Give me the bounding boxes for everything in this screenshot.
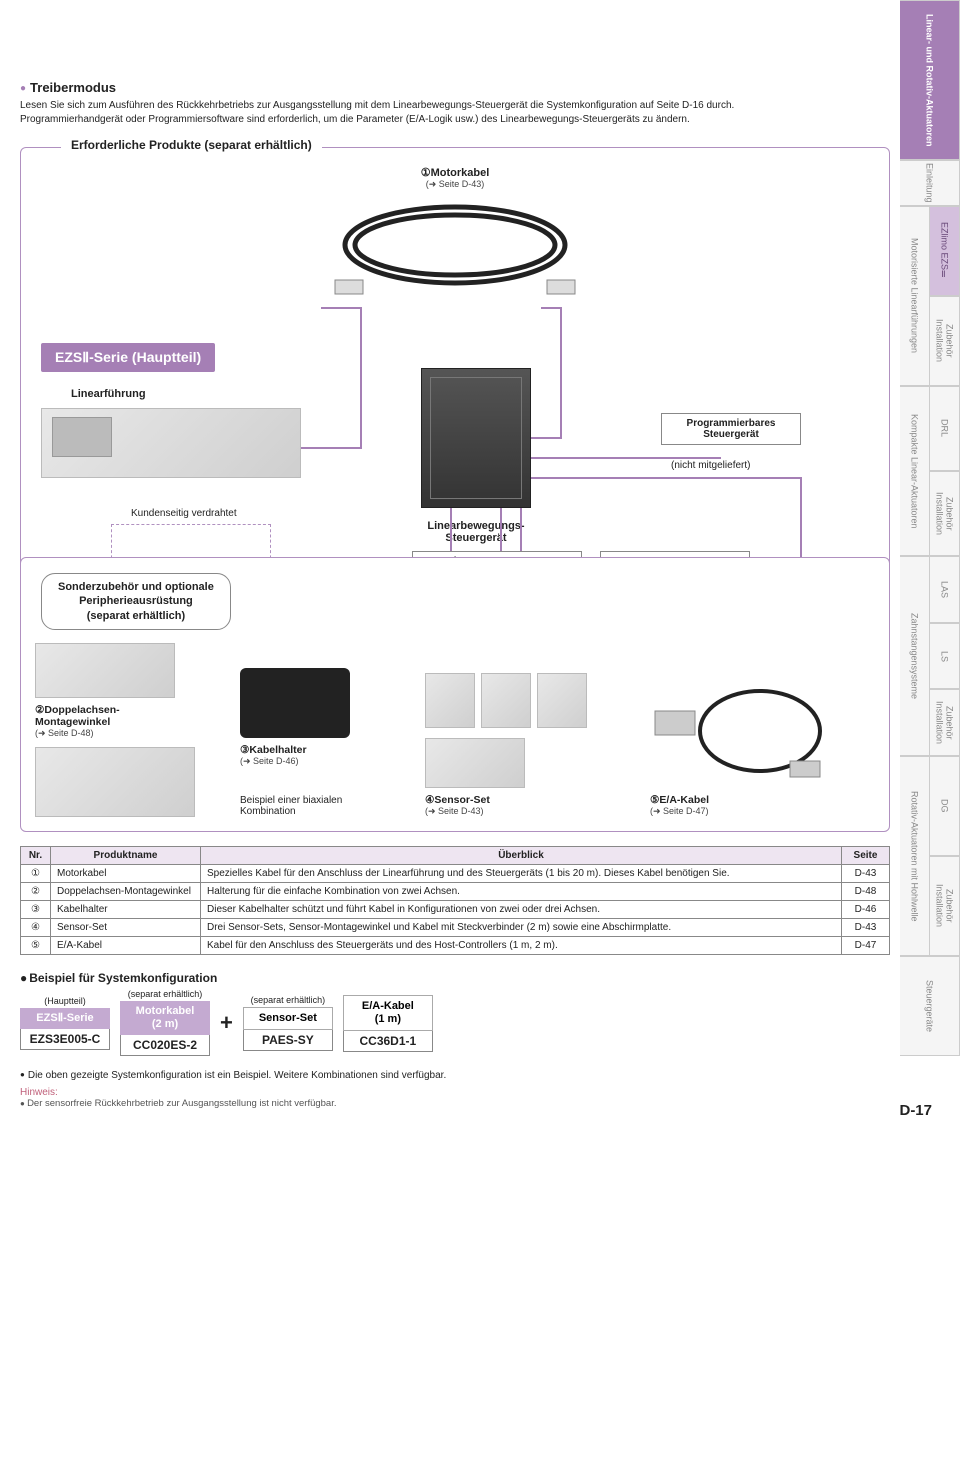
motorkabel-label: ①Motorkabel	[421, 166, 490, 179]
kabelhalter-ref: (➜ Seite D-46)	[240, 756, 400, 767]
series-label: EZSⅡ-Serie (Hauptteil)	[41, 343, 215, 372]
controller-label: Linearbewegungs- Steuergerät	[421, 520, 531, 544]
product-table: Nr. Produktname Überblick Seite ①Motorka…	[20, 846, 890, 955]
config-block: E/A-Kabel (1 m)CC36D1-1	[343, 993, 433, 1052]
tab-zubehor4[interactable]: Zubehör Installation	[930, 856, 960, 956]
accessories-box: Sonderzubehör und optionale Peripherieau…	[20, 557, 890, 832]
kundenseitig-label: Kundenseitig verdrahtet	[131, 508, 237, 519]
section-title-treibermodus: Treibermodus	[20, 80, 890, 95]
tab-ls[interactable]: LS	[930, 623, 960, 690]
biaxial-image	[35, 747, 195, 817]
sensor-image-1	[425, 673, 475, 728]
box1-title: Erforderliche Produkte (separat erhältli…	[61, 138, 322, 152]
ea-kabel-ref: (➜ Seite D-47)	[650, 806, 850, 817]
motorkabel-ref: (➜ Seite D-43)	[421, 179, 490, 190]
col-page: Seite	[842, 847, 890, 865]
prog-note: (nicht mitgeliefert)	[671, 460, 750, 471]
hinweis-label: Hinweis:	[20, 1087, 890, 1098]
col-overview: Überblick	[201, 847, 842, 865]
tab-dg[interactable]: DG	[930, 756, 960, 856]
hinweis-body: Der sensorfreie Rückkehrbetrieb zur Ausg…	[20, 1098, 890, 1109]
ea-kabel-label: ⑤E/A-Kabel	[650, 794, 850, 806]
box2-title: Sonderzubehör und optionale Peripherieau…	[41, 573, 231, 630]
tab-ezs[interactable]: EZlimo EZSⅡ	[930, 206, 960, 296]
kabelhalter-image	[240, 668, 350, 738]
linearfuehrung-label: Linearführung	[71, 388, 146, 400]
table-row: ①MotorkabelSpezielles Kabel für den Ansc…	[21, 865, 890, 883]
tab-las[interactable]: LAS	[930, 556, 960, 623]
intro-text: Lesen Sie sich zum Ausführen des Rückkeh…	[20, 99, 890, 127]
sensor-image-2	[481, 673, 531, 728]
required-products-box: Erforderliche Produkte (separat erhältli…	[20, 147, 890, 607]
table-row: ②Doppelachsen-MontagewinkelHalterung für…	[21, 883, 890, 901]
table-row: ③KabelhalterDieser Kabelhalter schützt u…	[21, 901, 890, 919]
config-block: (Hauptteil)EZSⅡ-SerieEZS3E005-C	[20, 996, 110, 1050]
col-name: Produktname	[51, 847, 201, 865]
tab-main-category[interactable]: Linear- und Rotativ-Aktuatoren	[900, 0, 960, 160]
controller-image	[421, 368, 531, 508]
doppelachsen-label: ②Doppelachsen- Montagewinkel	[35, 704, 215, 728]
config-title: Beispiel für Systemkonfiguration	[20, 971, 890, 985]
ea-kabel-image	[650, 681, 830, 791]
sensor-image-3	[537, 673, 587, 728]
table-row: ⑤E/A-KabelKabel für den Anschluss des St…	[21, 937, 890, 955]
linear-slider-image	[41, 408, 301, 478]
side-tab-rail: Linear- und Rotativ-Aktuatoren Einleitun…	[900, 0, 960, 1056]
sensor-ref: (➜ Seite D-43)	[425, 806, 625, 817]
table-row: ④Sensor-SetDrei Sensor-Sets, Sensor-Mont…	[21, 919, 890, 937]
col-nr: Nr.	[21, 847, 51, 865]
page-number: D-17	[899, 1102, 932, 1119]
config-block: (separat erhältlich)Sensor-SetPAES-SY	[243, 995, 333, 1051]
tab-zubehor1[interactable]: Zubehör Installation	[930, 296, 960, 386]
config-row: (Hauptteil)EZSⅡ-SerieEZS3E005-C(separat …	[20, 989, 890, 1056]
tab-drl[interactable]: DRL	[930, 386, 960, 471]
tab-group4-left[interactable]: Rotativ-Aktuatoren mit Hohlwelle	[900, 756, 930, 956]
tab-zubehor2[interactable]: Zubehör Installation	[930, 471, 960, 556]
doppelachsen-ref: (➜ Seite D-48)	[35, 728, 215, 739]
doppelachsen-image	[35, 643, 175, 698]
biaxial-caption: Beispiel einer biaxialen Kombination	[240, 795, 400, 817]
footnote-example: Die oben gezeigte Systemkonfiguration is…	[20, 1070, 890, 1081]
sensor-label: ④Sensor-Set	[425, 794, 625, 806]
motorkabel-image	[325, 200, 585, 300]
tab-group3-left[interactable]: Zahnstangensysteme	[900, 556, 930, 756]
tab-group2-left[interactable]: Kompakte Linear-Aktuatoren	[900, 386, 930, 556]
tab-einleitung[interactable]: Einleitung	[900, 160, 960, 206]
kabelhalter-label: ③Kabelhalter	[240, 744, 400, 756]
config-block: (separat erhältlich)Motorkabel (2 m)CC02…	[120, 989, 210, 1056]
tab-group1-left[interactable]: Motorisierte Linearführungen	[900, 206, 930, 386]
prog-controller-box: Programmierbares Steuergerät	[661, 413, 801, 445]
tab-steuergeraete[interactable]: Steuergeräte	[900, 956, 960, 1056]
sensor-image-4	[425, 738, 525, 788]
tab-zubehor3[interactable]: Zubehör Installation	[930, 689, 960, 756]
